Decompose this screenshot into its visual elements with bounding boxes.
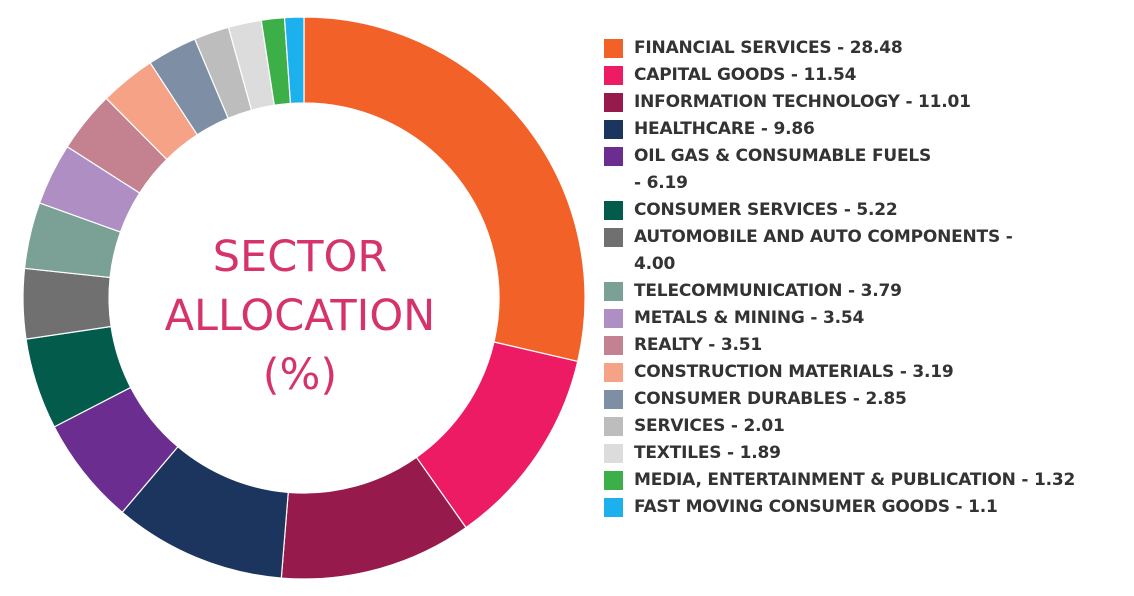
legend-item: AUTOMOBILE AND AUTO COMPONENTS - 4.00 bbox=[604, 224, 1129, 278]
legend-swatch bbox=[604, 120, 623, 139]
legend-item: CONSUMER DURABLES - 2.85 bbox=[604, 386, 1129, 413]
legend-swatch bbox=[604, 471, 623, 490]
legend-item: OIL GAS & CONSUMABLE FUELS - 6.19 bbox=[604, 143, 1129, 197]
legend-swatch bbox=[604, 363, 623, 382]
donut-slices bbox=[22, 16, 586, 580]
legend-swatch bbox=[604, 39, 623, 58]
legend-item: CAPITAL GOODS - 11.54 bbox=[604, 62, 1129, 89]
legend-item: TEXTILES - 1.89 bbox=[604, 440, 1129, 467]
legend-item: INFORMATION TECHNOLOGY - 11.01 bbox=[604, 89, 1129, 116]
chart-title-line-2: ALLOCATION bbox=[164, 291, 436, 341]
legend-swatch bbox=[604, 228, 623, 247]
legend-item: TELECOMMUNICATION - 3.79 bbox=[604, 278, 1129, 305]
legend-item: METALS & MINING - 3.54 bbox=[604, 305, 1129, 332]
legend-label: FAST MOVING CONSUMER GOODS - 1.1 bbox=[634, 497, 998, 517]
legend-swatch bbox=[604, 417, 623, 436]
legend-swatch bbox=[604, 147, 623, 166]
legend-label: SERVICES - 2.01 bbox=[634, 416, 785, 436]
legend-label: METALS & MINING - 3.54 bbox=[634, 308, 865, 328]
legend-label: FINANCIAL SERVICES - 28.48 bbox=[634, 38, 903, 58]
legend-label: INFORMATION TECHNOLOGY - 11.01 bbox=[634, 92, 971, 112]
legend-label: HEALTHCARE - 9.86 bbox=[634, 119, 815, 139]
legend-label: CAPITAL GOODS - 11.54 bbox=[634, 65, 857, 85]
legend-item: FINANCIAL SERVICES - 28.48 bbox=[604, 35, 1129, 62]
legend-item: HEALTHCARE - 9.86 bbox=[604, 116, 1129, 143]
legend-label: MEDIA, ENTERTAINMENT & PUBLICATION - 1.3… bbox=[634, 470, 1076, 490]
chart-title-line-1: SECTOR bbox=[212, 232, 388, 282]
legend-swatch bbox=[604, 282, 623, 301]
legend-label: TEXTILES - 1.89 bbox=[634, 443, 781, 463]
legend-label: CONSTRUCTION MATERIALS - 3.19 bbox=[634, 362, 954, 382]
legend-item: MEDIA, ENTERTAINMENT & PUBLICATION - 1.3… bbox=[604, 467, 1129, 494]
slice-automobile-and-auto-components bbox=[22, 267, 112, 340]
legend-label: AUTOMOBILE AND AUTO COMPONENTS - 4.00 bbox=[634, 227, 1013, 274]
legend-item: FAST MOVING CONSUMER GOODS - 1.1 bbox=[604, 494, 1129, 521]
legend-label: REALTY - 3.51 bbox=[634, 335, 763, 355]
legend-swatch bbox=[604, 390, 623, 409]
legend-swatch bbox=[604, 336, 623, 355]
legend-label: TELECOMMUNICATION - 3.79 bbox=[634, 281, 902, 301]
legend-item: CONSTRUCTION MATERIALS - 3.19 bbox=[604, 359, 1129, 386]
legend-swatch bbox=[604, 309, 623, 328]
slice-fast-moving-consumer-goods bbox=[283, 16, 305, 105]
legend-item: SERVICES - 2.01 bbox=[604, 413, 1129, 440]
slice-financial-services bbox=[303, 16, 586, 363]
legend-label: OIL GAS & CONSUMABLE FUELS - 6.19 bbox=[634, 146, 932, 193]
legend-item: REALTY - 3.51 bbox=[604, 332, 1129, 359]
chart-title: SECTOR ALLOCATION (%) bbox=[140, 228, 460, 405]
legend-swatch bbox=[604, 93, 623, 112]
legend-label: CONSUMER SERVICES - 5.22 bbox=[634, 200, 898, 220]
legend-swatch bbox=[604, 444, 623, 463]
chart-title-line-3: (%) bbox=[262, 350, 338, 400]
legend-label: CONSUMER DURABLES - 2.85 bbox=[634, 389, 907, 409]
legend-swatch bbox=[604, 498, 623, 517]
legend-swatch bbox=[604, 201, 623, 220]
chart-legend: FINANCIAL SERVICES - 28.48 CAPITAL GOODS … bbox=[604, 35, 1129, 521]
legend-swatch bbox=[604, 66, 623, 85]
legend-item: CONSUMER SERVICES - 5.22 bbox=[604, 197, 1129, 224]
sector-allocation-donut-chart bbox=[22, 16, 586, 580]
